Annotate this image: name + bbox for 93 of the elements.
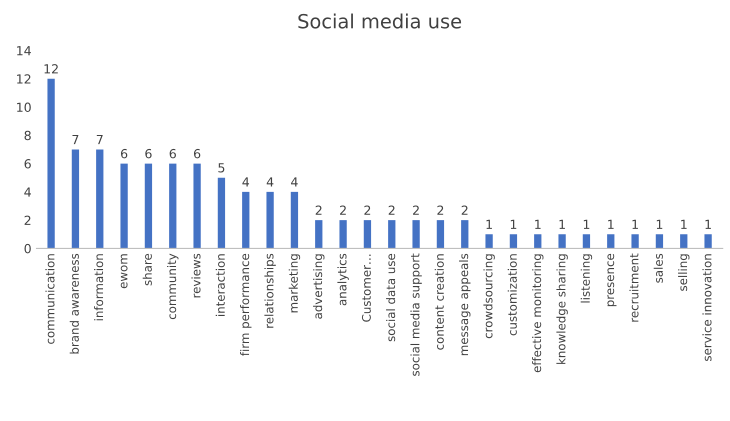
bar <box>436 220 444 248</box>
bar <box>120 164 128 248</box>
bar <box>144 164 152 248</box>
x-tick-label: social media support <box>410 254 422 376</box>
data-label: 2 <box>316 205 322 215</box>
x-tick-label: share <box>142 254 152 286</box>
bar <box>242 192 250 248</box>
bar <box>412 220 420 248</box>
x-tick-label: sales <box>654 254 663 283</box>
bar <box>315 220 322 248</box>
bar <box>72 149 80 248</box>
chart-title: Social media use <box>298 14 462 29</box>
x-tick-label: marketing <box>288 254 300 312</box>
y-tick-label: 0 <box>24 244 31 254</box>
x-tick-label: listening <box>580 254 592 302</box>
y-tick-label: 4 <box>24 187 31 197</box>
bar <box>266 192 274 248</box>
x-tick-label: Customer… <box>362 254 371 322</box>
x-tick-label: social data use <box>386 254 396 342</box>
data-label: 7 <box>96 134 103 144</box>
bar <box>534 234 542 248</box>
bar <box>680 234 688 248</box>
data-label: 6 <box>170 148 176 158</box>
bar <box>631 234 639 248</box>
bar <box>290 192 298 248</box>
data-label: 5 <box>218 163 224 173</box>
x-tick-label: message appeals <box>459 254 470 356</box>
data-label: 2 <box>413 205 419 215</box>
x-tick-label: interaction <box>216 254 225 316</box>
bar <box>461 220 468 248</box>
data-label: 1 <box>705 220 711 229</box>
data-label: 1 <box>535 220 541 229</box>
data-label: 7 <box>72 134 78 144</box>
y-tick-label: 14 <box>17 46 31 56</box>
data-label: 6 <box>194 148 200 158</box>
data-label: 1 <box>656 220 662 229</box>
bar <box>558 234 566 248</box>
y-tick-label: 8 <box>24 130 31 140</box>
y-tick-label: 6 <box>24 159 31 169</box>
x-tick-label: content creation <box>434 254 444 350</box>
bar <box>485 234 493 248</box>
data-label: 1 <box>510 220 516 229</box>
bar <box>169 164 176 248</box>
x-tick-label: information <box>94 254 104 320</box>
data-label: 6 <box>120 148 128 158</box>
x-tick-label: presence <box>607 254 616 306</box>
x-tick-label: communication <box>45 254 55 344</box>
y-tick-label: 10 <box>17 102 31 112</box>
x-tick-label: relationships <box>264 254 276 328</box>
data-label: 1 <box>681 220 687 229</box>
x-tick-label: selling <box>678 254 690 291</box>
data-label: 2 <box>437 205 444 215</box>
data-label: 2 <box>364 205 370 215</box>
data-label: 1 <box>559 220 565 229</box>
bar <box>96 149 104 248</box>
data-label: 12 <box>44 64 58 74</box>
bar <box>607 234 614 248</box>
x-tick-label: customization <box>508 254 517 336</box>
data-label: 6 <box>145 148 152 158</box>
x-tick-label: effective monitoring <box>532 254 544 372</box>
data-label: 4 <box>266 177 274 186</box>
data-label: 1 <box>632 220 638 229</box>
x-tick-label: knowledge sharing <box>556 254 568 364</box>
bar <box>510 234 518 248</box>
data-label: 2 <box>462 205 468 215</box>
bar <box>47 78 55 248</box>
data-label: 4 <box>291 177 298 186</box>
data-label: 2 <box>388 205 394 215</box>
bar <box>388 220 396 248</box>
x-tick-label: advertising <box>313 254 324 319</box>
bar <box>218 178 226 248</box>
bar <box>582 234 590 248</box>
data-label: 4 <box>242 177 250 186</box>
bar <box>656 234 664 248</box>
data-label: 2 <box>340 205 346 215</box>
bar <box>193 164 201 248</box>
x-tick-label: firm performance <box>240 254 252 356</box>
x-tick-label: crowdsourcing <box>483 254 495 338</box>
x-tick-label: analytics <box>337 254 349 306</box>
data-label: 1 <box>486 220 492 229</box>
data-label: 1 <box>584 220 590 229</box>
bar <box>364 220 372 248</box>
x-tick-label: recruitment <box>629 254 639 322</box>
y-tick-label: 2 <box>24 216 30 225</box>
bar <box>704 234 712 248</box>
x-tick-label: brand awareness <box>70 254 79 354</box>
x-tick-label: service innovation <box>702 254 712 361</box>
bar <box>339 220 347 248</box>
x-tick-label: community <box>167 254 178 320</box>
x-tick-label: ewom <box>120 254 128 288</box>
x-tick-label: reviews <box>191 254 201 298</box>
y-tick-label: 12 <box>17 74 30 84</box>
data-label: 1 <box>608 220 614 229</box>
